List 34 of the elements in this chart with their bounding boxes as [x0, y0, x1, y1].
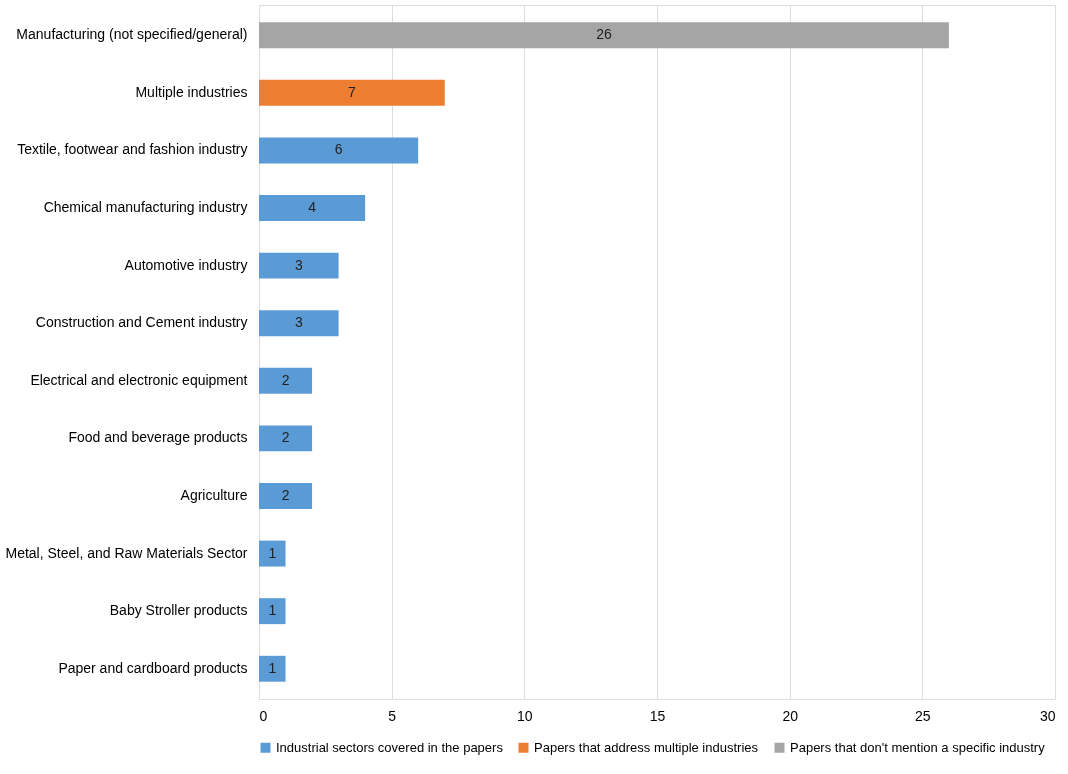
data-label: 3 — [294, 256, 303, 273]
legend-label: Papers that address multiple industries — [534, 739, 759, 755]
x-tick-label: 30 — [1039, 707, 1056, 724]
y-tick-label: Automotive industry — [124, 256, 248, 273]
y-tick-label: Baby Stroller products — [109, 602, 248, 619]
data-label: 2 — [281, 371, 290, 388]
data-label: 26 — [596, 26, 612, 43]
y-tick-label: Manufacturing (not specified/general) — [16, 26, 248, 43]
x-tick-label: 5 — [388, 707, 397, 724]
y-tick-label: Multiple industries — [135, 83, 248, 100]
data-label: 1 — [268, 544, 277, 561]
y-tick-label: Metal, Steel, and Raw Materials Sector — [5, 544, 248, 561]
data-label: 1 — [268, 659, 277, 676]
x-tick-label: 0 — [259, 707, 268, 724]
x-tick-label: 20 — [782, 707, 799, 724]
y-tick-label: Construction and Cement industry — [35, 314, 248, 331]
y-tick-label: Electrical and electronic equipment — [30, 371, 248, 388]
legend-label: Industrial sectors covered in the papers — [276, 739, 504, 755]
y-tick-label: Paper and cardboard products — [58, 659, 248, 676]
y-tick-label: Textile, footwear and fashion industry — [17, 141, 248, 158]
data-label: 6 — [334, 141, 343, 158]
legend-label: Papers that don't mention a specific industry — [790, 739, 1046, 755]
data-label: 4 — [308, 199, 317, 216]
x-tick-label: 25 — [915, 707, 931, 724]
y-tick-label: Chemical manufacturing industry — [43, 199, 248, 216]
data-label: 1 — [268, 602, 277, 619]
y-tick-label: Agriculture — [180, 486, 248, 503]
x-tick-label: 15 — [649, 707, 666, 724]
data-label: 2 — [281, 486, 290, 503]
data-label: 7 — [347, 83, 356, 100]
data-label: 2 — [281, 429, 290, 446]
y-tick-label: Food and beverage products — [68, 429, 248, 446]
data-label: 3 — [294, 314, 303, 331]
x-tick-label: 10 — [517, 707, 533, 724]
